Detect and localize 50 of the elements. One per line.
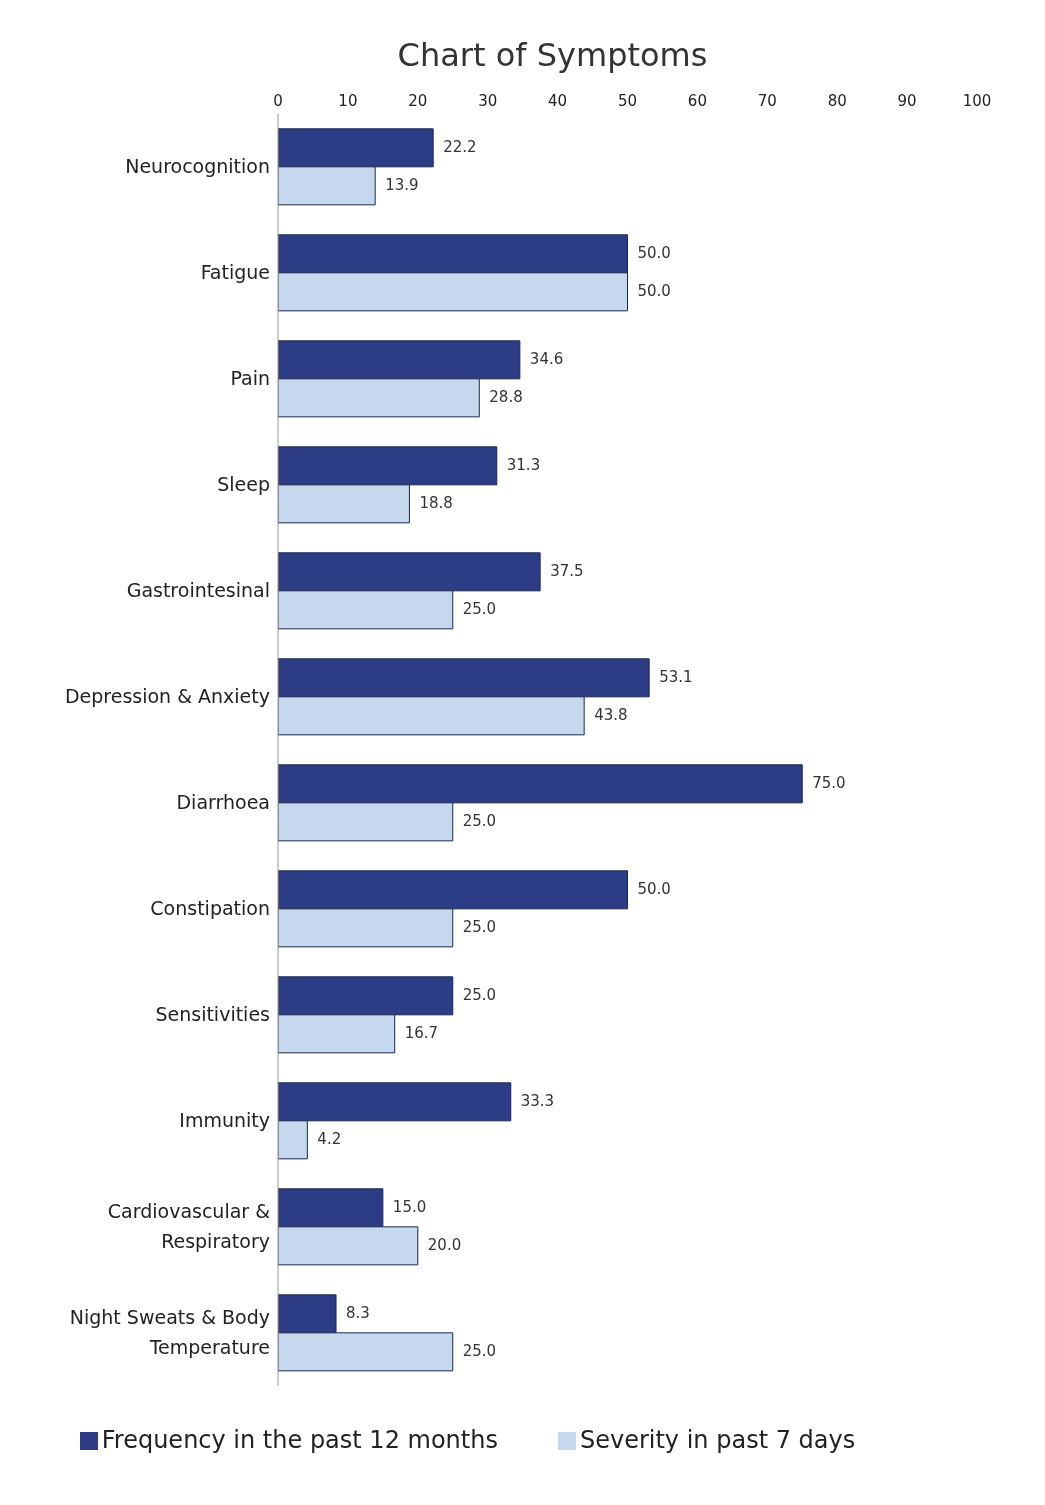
x-tick-label: 80 — [827, 92, 847, 110]
x-tick-label: 60 — [687, 92, 707, 110]
data-label: 25.0 — [462, 812, 497, 831]
data-label: 50.0 — [637, 282, 671, 301]
x-tick-label: 40 — [548, 92, 568, 110]
x-tick-label: 0 — [273, 92, 283, 110]
data-label: 15.0 — [392, 1198, 427, 1217]
data-label: 75.0 — [812, 774, 846, 793]
y-tick-label: Depression & Anxiety — [64, 684, 270, 707]
data-label: 25.0 — [462, 986, 497, 1005]
x-tick-label: 10 — [338, 92, 358, 110]
y-tick-label: Immunity — [179, 1108, 270, 1131]
data-label: 50.0 — [637, 880, 671, 899]
data-label: 25.0 — [462, 918, 497, 937]
x-tick-label: 90 — [897, 92, 917, 110]
data-label: 33.3 — [520, 1092, 555, 1111]
x-tick-label: 50 — [617, 92, 638, 110]
y-tick-label: Pain — [230, 366, 270, 389]
data-label: 53.1 — [659, 668, 693, 687]
y-tick-label: Diarrhoea — [176, 790, 270, 813]
y-tick-label: Neurocognition — [125, 154, 270, 177]
y-tick-label: Gastrointesinal — [126, 578, 270, 601]
x-tick-label: 100 — [962, 92, 992, 110]
data-label: 50.0 — [637, 244, 671, 263]
y-tick-label: Fatigue — [200, 260, 270, 283]
data-label: 20.0 — [427, 1236, 462, 1255]
legend-label: Frequency in the past 12 months — [101, 1426, 498, 1454]
y-tick-label: Sleep — [217, 472, 270, 495]
data-label: 34.6 — [529, 350, 564, 369]
data-label: 18.8 — [419, 494, 453, 513]
x-tick-label: 30 — [478, 92, 498, 110]
y-tick-label: Constipation — [150, 896, 270, 919]
x-tick-label: 20 — [408, 92, 428, 110]
data-label: 28.8 — [489, 388, 523, 407]
data-label: 4.2 — [317, 1130, 342, 1149]
data-label: 16.7 — [404, 1024, 439, 1043]
y-tick-label: Night Sweats & Body Temperature — [69, 1305, 270, 1358]
legend-label: Severity in past 7 days — [579, 1426, 856, 1454]
data-label: 8.3 — [346, 1304, 370, 1323]
data-label: 13.9 — [385, 176, 419, 195]
data-label: 22.2 — [443, 138, 477, 157]
y-tick-label: Cardiovascular & Respiratory — [107, 1199, 271, 1252]
data-label: 43.8 — [594, 706, 628, 725]
x-tick-label: 70 — [757, 92, 777, 110]
chart-title: Chart of Symptoms — [396, 35, 709, 74]
data-label: 31.3 — [506, 456, 541, 475]
data-label: 25.0 — [462, 600, 497, 619]
data-label: 25.0 — [462, 1342, 497, 1361]
data-label: 37.5 — [550, 562, 584, 581]
y-tick-label: Sensitivities — [155, 1002, 270, 1025]
